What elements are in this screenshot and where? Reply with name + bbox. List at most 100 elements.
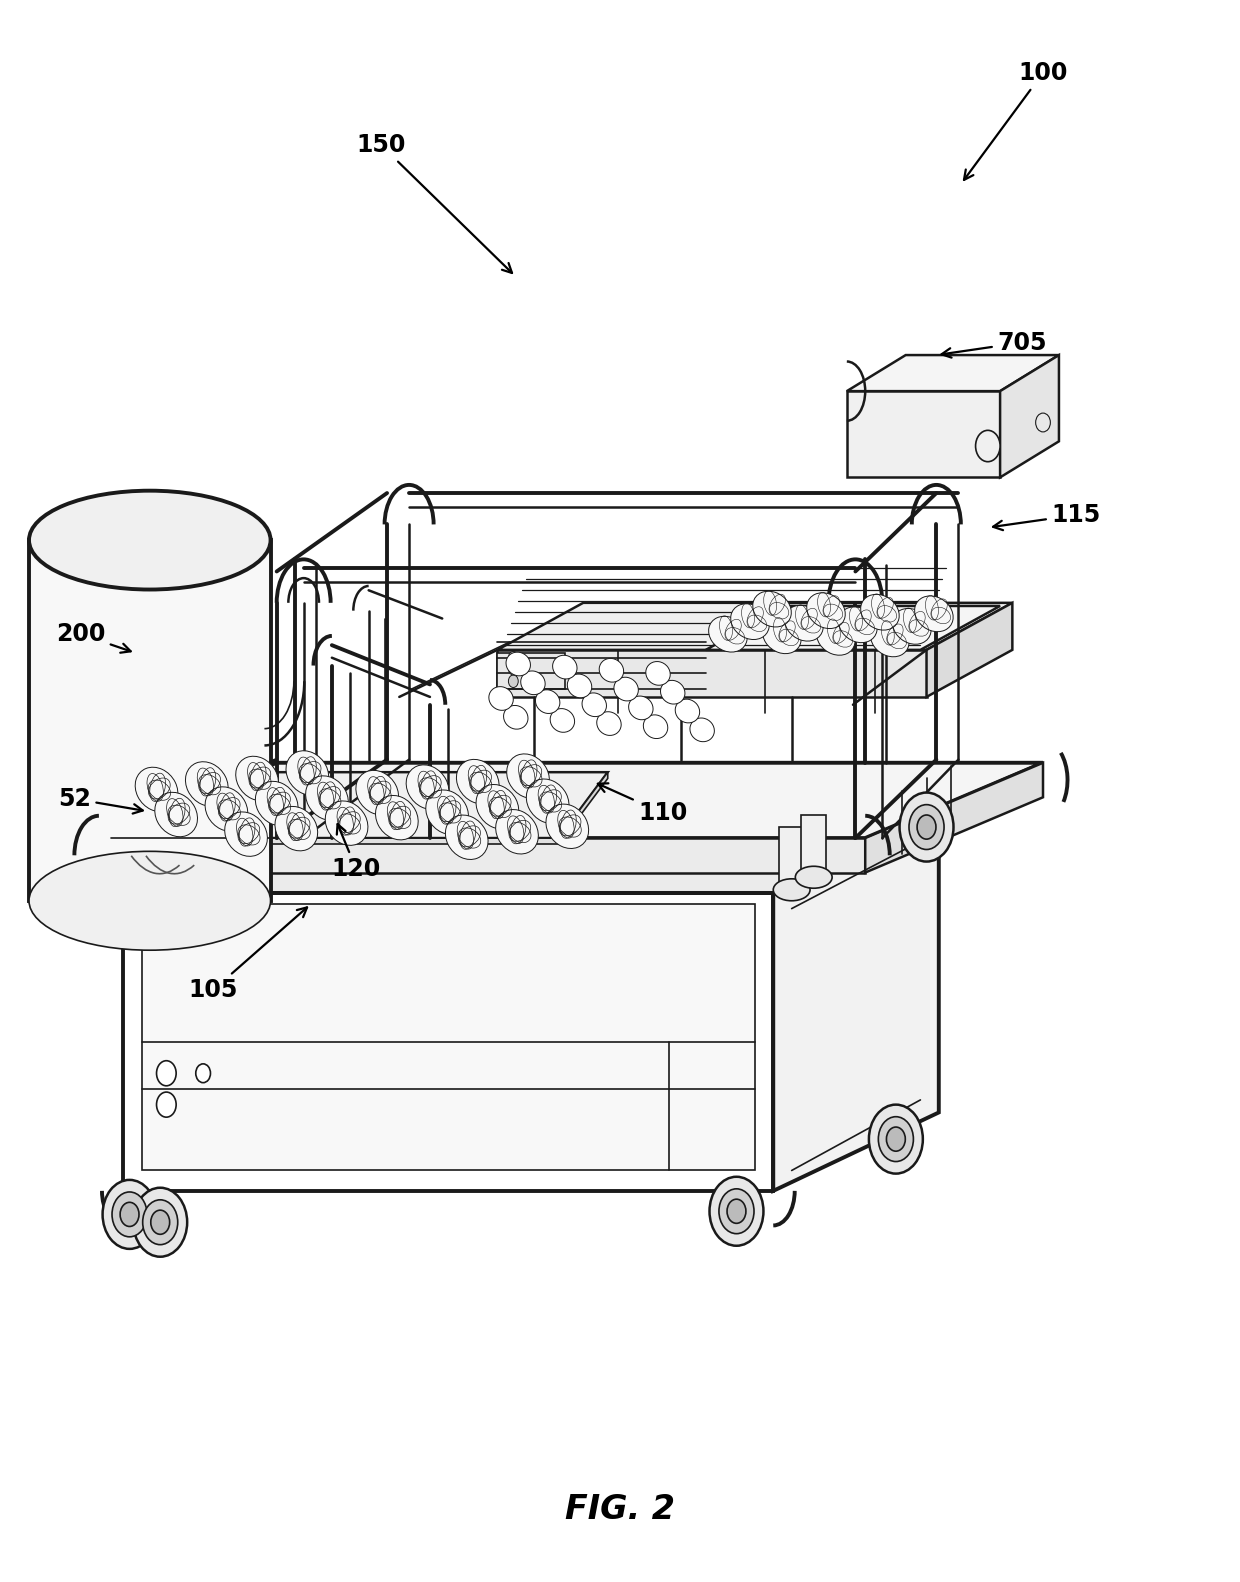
Polygon shape [497, 653, 565, 690]
Ellipse shape [255, 782, 298, 826]
Circle shape [719, 1188, 754, 1234]
Circle shape [508, 652, 518, 664]
Ellipse shape [838, 607, 877, 642]
Circle shape [143, 1199, 177, 1245]
Circle shape [878, 1117, 914, 1161]
Ellipse shape [205, 786, 248, 831]
Ellipse shape [599, 658, 624, 682]
Text: 200: 200 [56, 622, 130, 653]
Text: 100: 100 [963, 60, 1068, 180]
Ellipse shape [476, 785, 518, 829]
Ellipse shape [553, 655, 577, 679]
Ellipse shape [224, 812, 268, 856]
Ellipse shape [785, 606, 823, 641]
Ellipse shape [521, 671, 546, 694]
Circle shape [976, 430, 1001, 462]
Text: 110: 110 [598, 783, 687, 824]
Ellipse shape [646, 661, 670, 685]
Circle shape [887, 1126, 905, 1152]
Polygon shape [135, 772, 608, 838]
Ellipse shape [730, 604, 769, 639]
Circle shape [103, 1180, 156, 1248]
Ellipse shape [915, 596, 954, 631]
Ellipse shape [29, 490, 270, 590]
Text: 52: 52 [58, 786, 143, 813]
Ellipse shape [795, 867, 832, 888]
Text: 705: 705 [941, 331, 1047, 358]
Ellipse shape [596, 712, 621, 736]
Polygon shape [497, 650, 926, 698]
Ellipse shape [325, 800, 368, 845]
Ellipse shape [407, 764, 449, 810]
Text: FIG. 2: FIG. 2 [565, 1493, 675, 1525]
Polygon shape [99, 763, 1043, 838]
Circle shape [120, 1202, 139, 1226]
Polygon shape [124, 823, 939, 892]
Ellipse shape [629, 696, 653, 720]
Polygon shape [124, 892, 774, 1191]
Ellipse shape [893, 609, 931, 644]
Ellipse shape [807, 593, 846, 628]
Ellipse shape [536, 690, 560, 713]
Ellipse shape [135, 767, 177, 812]
Circle shape [112, 1191, 148, 1237]
Ellipse shape [546, 804, 589, 848]
Circle shape [508, 663, 518, 676]
Ellipse shape [286, 751, 329, 796]
Circle shape [918, 815, 936, 838]
Circle shape [909, 805, 944, 850]
Circle shape [709, 1177, 764, 1245]
Text: 150: 150 [356, 133, 512, 274]
Text: 105: 105 [188, 908, 308, 1001]
Ellipse shape [870, 622, 909, 657]
Circle shape [899, 793, 954, 862]
Circle shape [156, 1092, 176, 1117]
Ellipse shape [356, 770, 398, 815]
Ellipse shape [861, 595, 899, 630]
Polygon shape [135, 838, 559, 845]
Ellipse shape [614, 677, 639, 701]
Text: 115: 115 [993, 503, 1101, 530]
Ellipse shape [29, 851, 270, 951]
Circle shape [869, 1104, 923, 1174]
Ellipse shape [506, 652, 531, 676]
Polygon shape [847, 391, 1001, 478]
Polygon shape [559, 772, 608, 845]
Ellipse shape [186, 763, 228, 807]
Polygon shape [29, 539, 270, 900]
Polygon shape [926, 603, 1012, 698]
Ellipse shape [305, 775, 348, 819]
Ellipse shape [816, 620, 856, 655]
Ellipse shape [582, 693, 606, 717]
Ellipse shape [456, 759, 500, 804]
Polygon shape [774, 823, 939, 1191]
Polygon shape [866, 763, 1043, 873]
Ellipse shape [676, 699, 699, 723]
Circle shape [1035, 413, 1050, 432]
Polygon shape [801, 815, 826, 878]
Circle shape [508, 676, 518, 688]
Circle shape [196, 1063, 211, 1082]
Polygon shape [99, 838, 866, 873]
Ellipse shape [275, 807, 317, 851]
Ellipse shape [489, 687, 513, 710]
Circle shape [727, 1199, 746, 1223]
Ellipse shape [445, 815, 489, 859]
Ellipse shape [551, 709, 574, 732]
Ellipse shape [753, 592, 791, 626]
Ellipse shape [708, 617, 748, 652]
Ellipse shape [644, 715, 668, 739]
Circle shape [151, 1210, 170, 1234]
Ellipse shape [503, 706, 528, 729]
Ellipse shape [507, 755, 549, 799]
Ellipse shape [568, 674, 591, 698]
Ellipse shape [526, 778, 569, 823]
Ellipse shape [425, 789, 469, 834]
Text: 120: 120 [332, 824, 381, 881]
Polygon shape [847, 354, 1059, 391]
Circle shape [156, 1060, 176, 1085]
Polygon shape [497, 603, 1012, 650]
Ellipse shape [774, 880, 810, 900]
Polygon shape [780, 827, 804, 889]
Ellipse shape [689, 718, 714, 742]
